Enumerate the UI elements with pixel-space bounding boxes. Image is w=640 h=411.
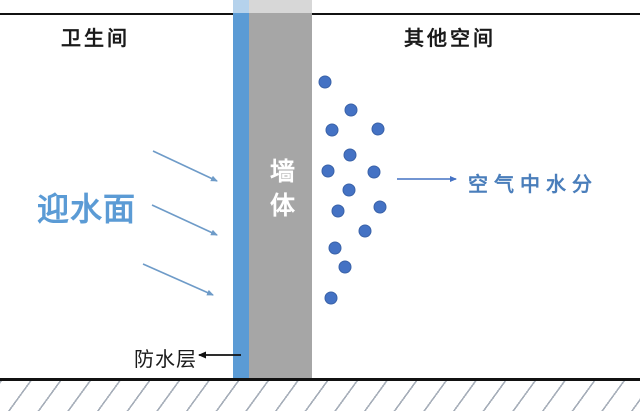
moisture-dot — [373, 200, 387, 214]
water-flow-arrows — [142, 150, 218, 296]
water-flow-arrow — [152, 150, 218, 182]
ceiling-line — [0, 13, 640, 15]
moisture-dot — [371, 122, 385, 136]
moisture-dot — [321, 164, 335, 178]
moisture-dots — [318, 75, 387, 305]
moisture-dot — [358, 224, 372, 238]
left-room-label: 卫生间 — [61, 28, 130, 50]
wall-label: 墙体 — [266, 157, 295, 226]
waterproof-layer-label: 防水层 — [134, 349, 197, 371]
moisture-dot — [342, 183, 356, 197]
floor-line — [0, 378, 640, 381]
moisture-dot — [343, 148, 357, 162]
waterproof-layer-stub — [233, 0, 249, 13]
moisture-dot — [367, 165, 381, 179]
moisture-dot — [338, 260, 352, 274]
water-facing-label: 迎水面 — [37, 191, 137, 227]
moisture-dot — [325, 123, 339, 137]
wall-body: 墙体 — [249, 13, 312, 378]
ground-hatch — [0, 381, 640, 411]
right-room-label: 其他空间 — [404, 28, 496, 50]
water-flow-arrow — [151, 204, 218, 236]
waterproof-layer-strip — [233, 13, 249, 378]
moisture-dot — [324, 291, 338, 305]
moisture-dot — [344, 103, 358, 117]
moisture-dot — [328, 241, 342, 255]
moisture-dot — [331, 204, 345, 218]
wall-body-stub — [249, 0, 312, 13]
air-moisture-label: 空气中水分 — [468, 174, 598, 196]
water-flow-arrow — [142, 263, 214, 296]
moisture-dot — [318, 75, 332, 89]
